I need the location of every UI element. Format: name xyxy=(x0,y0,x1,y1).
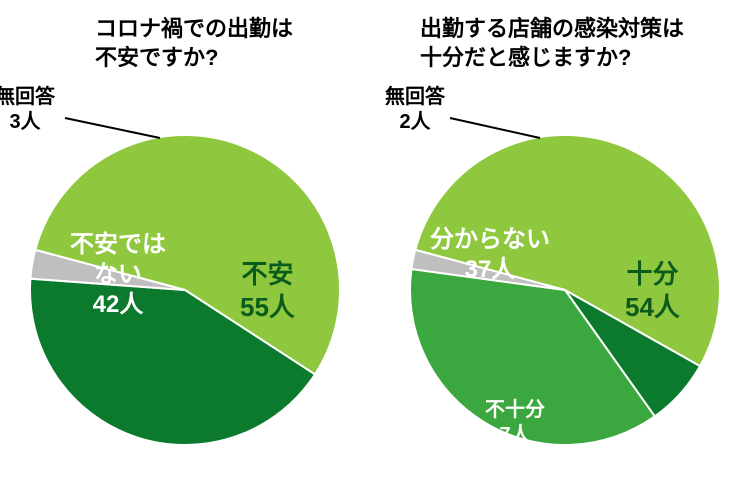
measures-leader-no-answer xyxy=(450,118,540,138)
measures-title: 出勤する店舗の感染対策は 十分だと感じますか? xyxy=(420,15,684,72)
anxiety-label-not-anxious: 不安では ない 42人 xyxy=(70,230,166,320)
measures-label-no-answer: 無回答 2人 xyxy=(385,85,445,135)
anxiety-leader-no-answer xyxy=(65,118,160,138)
anxiety-title: コロナ禍での出勤は 不安ですか? xyxy=(95,15,293,72)
anxiety-label-no-answer: 無回答 3人 xyxy=(0,85,55,135)
measures-label-sufficient: 十分 54人 xyxy=(625,258,680,323)
measures-label-dont-know: 分からない 37人 xyxy=(430,225,550,285)
measures-label-insufficient: 不十分 7人 xyxy=(485,398,545,448)
anxiety-label-anxious: 不安 55人 xyxy=(240,258,295,323)
